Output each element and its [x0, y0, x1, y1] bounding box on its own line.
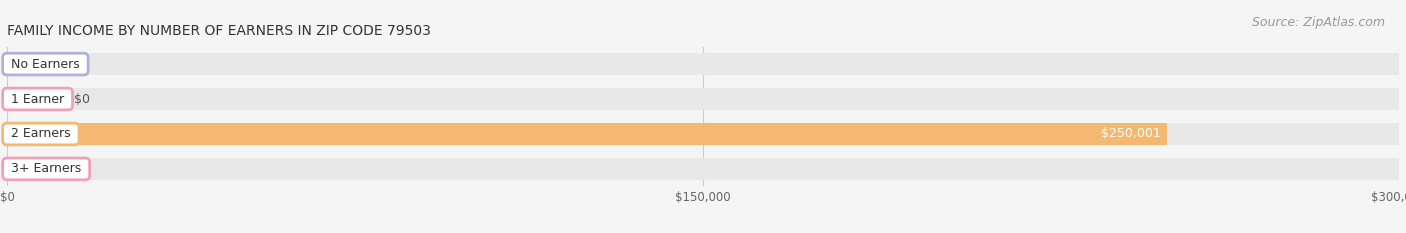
Text: $0: $0 [75, 162, 90, 175]
Bar [7, 123, 1399, 145]
Text: No Earners: No Earners [7, 58, 84, 71]
Text: FAMILY INCOME BY NUMBER OF EARNERS IN ZIP CODE 79503: FAMILY INCOME BY NUMBER OF EARNERS IN ZI… [7, 24, 430, 38]
Text: $0: $0 [75, 58, 90, 71]
Bar [7, 53, 1399, 75]
Bar [7, 158, 1399, 180]
Text: $0: $0 [75, 93, 90, 106]
Text: Source: ZipAtlas.com: Source: ZipAtlas.com [1251, 16, 1385, 29]
Text: 2 Earners: 2 Earners [7, 127, 75, 140]
Text: 3+ Earners: 3+ Earners [7, 162, 86, 175]
Text: $250,001: $250,001 [1101, 127, 1161, 140]
Text: 1 Earner: 1 Earner [7, 93, 67, 106]
Bar [7, 123, 1167, 145]
Bar [7, 88, 1399, 110]
